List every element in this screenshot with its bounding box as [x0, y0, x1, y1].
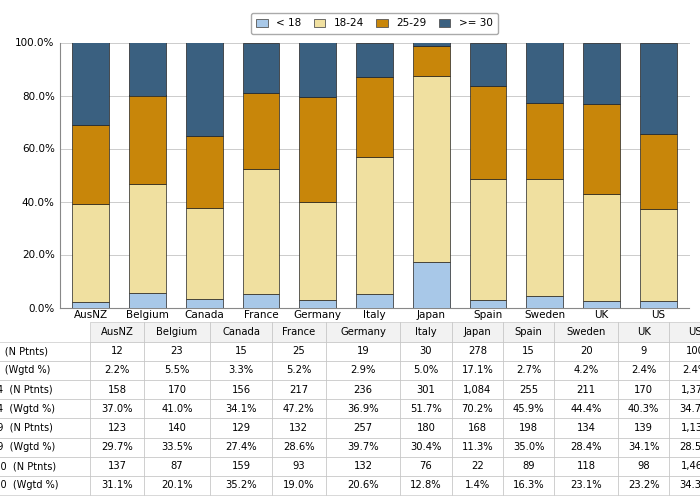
Bar [300, 97, 336, 202]
Bar [526, 42, 564, 104]
Bar [583, 301, 620, 308]
Bar [583, 42, 620, 104]
Bar [640, 209, 677, 301]
Bar [242, 168, 279, 294]
Bar [72, 125, 109, 204]
Bar [186, 42, 223, 136]
Bar [356, 76, 393, 157]
Bar [470, 300, 507, 308]
Bar [356, 43, 393, 76]
Bar [129, 96, 166, 184]
Bar [129, 293, 166, 308]
Bar [186, 208, 223, 299]
Bar [300, 300, 336, 308]
Bar [413, 42, 449, 46]
Bar [470, 178, 507, 300]
Bar [72, 42, 109, 125]
Bar [242, 93, 279, 168]
Bar [242, 42, 279, 93]
Bar [413, 46, 449, 76]
Bar [129, 42, 166, 96]
Bar [526, 296, 564, 308]
Bar [470, 43, 507, 86]
Bar [413, 262, 449, 308]
Bar [583, 104, 620, 194]
Bar [186, 136, 223, 208]
Bar [72, 204, 109, 302]
Bar [526, 178, 564, 296]
Bar [300, 202, 336, 300]
Bar [186, 299, 223, 308]
Bar [470, 86, 507, 178]
Bar [640, 134, 677, 209]
Bar [583, 194, 620, 301]
Bar [300, 42, 336, 97]
Bar [640, 43, 677, 134]
Bar [526, 104, 564, 178]
Legend: < 18, 18-24, 25-29, >= 30: < 18, 18-24, 25-29, >= 30 [251, 14, 498, 34]
Bar [242, 294, 279, 308]
Bar [356, 294, 393, 308]
Bar [129, 184, 166, 293]
Bar [413, 76, 449, 262]
Bar [72, 302, 109, 308]
Bar [356, 157, 393, 294]
Bar [640, 301, 677, 308]
